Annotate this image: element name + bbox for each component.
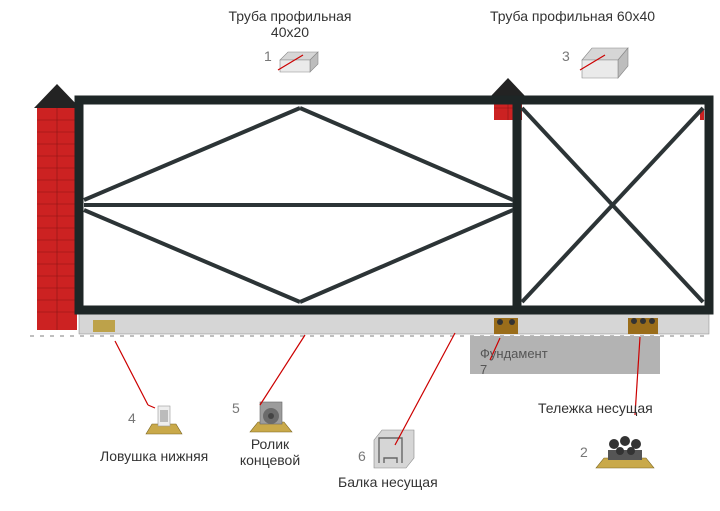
bottom-catcher-label: Ловушка нижняя xyxy=(100,448,208,464)
roller-assembly-right xyxy=(628,318,658,334)
pipe-1-icon xyxy=(280,52,318,72)
beam-label: Балка несущая xyxy=(338,474,438,490)
foundation-label: Фундамент xyxy=(480,346,548,361)
end-roller-icon xyxy=(250,402,292,432)
roller-assembly-left xyxy=(494,318,518,334)
carrier-track xyxy=(79,314,709,334)
catcher-at-pillar xyxy=(93,320,115,332)
pillar-left xyxy=(34,84,80,330)
end-roller-label: Ролик концевой xyxy=(230,436,310,468)
num-7: 7 xyxy=(480,362,487,377)
gate-braces xyxy=(84,108,703,302)
num-6: 6 xyxy=(358,448,366,464)
carrier-beam-icon xyxy=(374,430,414,468)
pipe-3-icon xyxy=(582,48,628,78)
num-2: 2 xyxy=(580,444,588,460)
pipe-large-label: Труба профильная 60х40 xyxy=(490,8,710,24)
num-3: 3 xyxy=(562,48,570,64)
carriage-label: Тележка несущая xyxy=(538,400,653,416)
pipe-small-label: Труба профильная 40х20 xyxy=(200,8,380,40)
bottom-catcher-icon xyxy=(146,406,182,434)
carriage-icon xyxy=(596,436,654,468)
num-5: 5 xyxy=(232,400,240,416)
num-4: 4 xyxy=(128,410,136,426)
num-1: 1 xyxy=(264,48,272,64)
gate-diagram xyxy=(0,0,720,511)
callout-lines xyxy=(115,55,640,445)
